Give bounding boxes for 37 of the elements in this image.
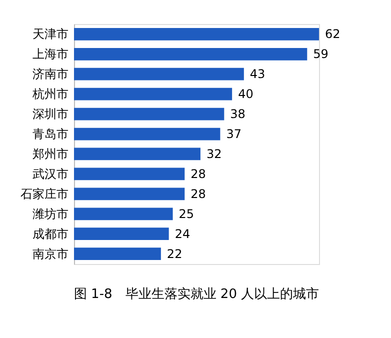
data-label: 25: [178, 206, 194, 221]
y-tick-label: 青岛市: [32, 127, 68, 142]
data-label: 62: [325, 27, 340, 42]
y-tick-label: 潍坊市: [32, 206, 68, 221]
data-label: 40: [238, 87, 254, 102]
bar: [74, 208, 173, 220]
data-label: 22: [166, 246, 182, 261]
y-tick-label: 上海市: [32, 47, 68, 62]
y-tick-label: 成都市: [32, 226, 68, 241]
y-tick-label: 石家庄市: [20, 186, 68, 201]
data-label: 28: [190, 166, 206, 181]
y-tick-label: 郑州市: [32, 146, 68, 161]
bar: [74, 108, 224, 120]
bar: [74, 168, 185, 180]
y-tick-label: 天津市: [32, 27, 68, 42]
bar: [74, 68, 244, 80]
text: 图 1-8 毕业生落实就业 20 人以上的城市: [74, 287, 320, 302]
bar: [74, 188, 185, 200]
y-tick-label: 深圳市: [32, 107, 68, 122]
y-tick-label: 武汉市: [32, 166, 68, 181]
bar: [74, 248, 161, 260]
y-tick-label: 济南市: [32, 67, 68, 82]
y-tick-label: 南京市: [32, 246, 68, 261]
bar: [74, 28, 319, 40]
data-label: 38: [230, 107, 246, 122]
bar: [74, 228, 169, 240]
data-label: 59: [313, 47, 328, 62]
bar: [74, 148, 200, 160]
data-label: 37: [226, 127, 242, 142]
data-label: 24: [174, 226, 190, 241]
data-label: 32: [206, 146, 222, 161]
bar: [74, 48, 308, 60]
bar: [74, 128, 220, 140]
y-tick-label: 杭州市: [32, 87, 68, 102]
data-label: 43: [250, 67, 266, 82]
bar: [74, 88, 232, 100]
data-label: 28: [190, 186, 206, 201]
